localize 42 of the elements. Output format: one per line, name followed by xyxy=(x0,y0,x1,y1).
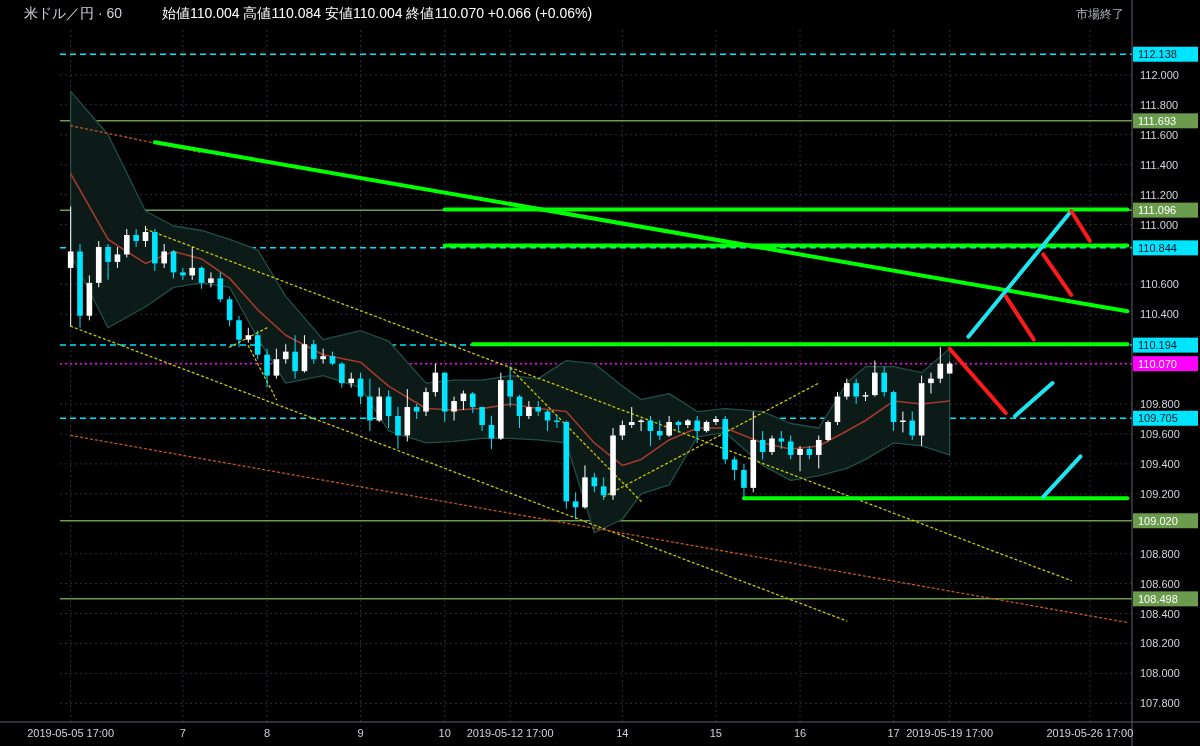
ref-line-label: 111.096 xyxy=(1138,204,1177,217)
x-tick-label: 10 xyxy=(438,727,451,739)
ref-line-label: 109.705 xyxy=(1138,412,1178,425)
ref-line-label: 111.693 xyxy=(1138,114,1177,127)
y-tick-label: 107.800 xyxy=(1140,697,1180,710)
x-tick-label: 16 xyxy=(793,727,807,739)
y-tick-label: 111.800 xyxy=(1140,98,1179,111)
y-tick-label: 109.200 xyxy=(1140,487,1180,500)
ref-line-label: 108.498 xyxy=(1138,592,1178,605)
x-tick-label: 17 xyxy=(887,727,900,739)
chart-subtitle: 始値110.004 高値110.084 安値110.004 終値110.070 +0.066 (+0.06%) xyxy=(162,5,593,21)
y-tick-label: 108.800 xyxy=(1140,547,1180,560)
ref-line-label: 112.138 xyxy=(1138,48,1177,61)
x-tick-label: 7 xyxy=(179,727,186,739)
x-tick-label: 2019-05-05 17:00 xyxy=(27,727,115,739)
y-tick-label: 108.200 xyxy=(1140,637,1180,650)
y-tick-label: 109.400 xyxy=(1140,457,1180,470)
text: 市場終了 xyxy=(1076,7,1124,21)
y-tick-label: 111.000 xyxy=(1140,218,1179,231)
x-tick-label: 15 xyxy=(709,727,723,739)
ref-line-label: 110.194 xyxy=(1138,339,1177,352)
ref-line-label: 109.020 xyxy=(1138,514,1178,527)
ref-line-label: 110.844 xyxy=(1138,241,1177,254)
y-tick-label: 112.000 xyxy=(1140,68,1179,81)
y-tick-label: 110.400 xyxy=(1140,308,1179,321)
y-tick-label: 111.600 xyxy=(1140,128,1179,141)
x-tick-label: 14 xyxy=(616,727,629,739)
x-tick-label: 9 xyxy=(357,727,364,739)
y-tick-label: 108.000 xyxy=(1140,667,1180,680)
y-tick-label: 109.800 xyxy=(1140,398,1180,411)
x-tick-label: 8 xyxy=(263,727,271,739)
x-tick-label: 2019-05-19 17:00 xyxy=(906,727,994,739)
y-tick-label: 109.600 xyxy=(1140,427,1180,440)
chart-title: 米ドル／円 · 60 xyxy=(24,5,123,21)
y-tick-label: 111.400 xyxy=(1140,158,1179,171)
y-tick-label: 111.200 xyxy=(1140,188,1179,201)
y-tick-label: 110.600 xyxy=(1140,278,1179,291)
x-tick-label: 2019-05-12 17:00 xyxy=(466,727,554,739)
y-tick-label: 108.400 xyxy=(1140,607,1180,620)
ref-line-label: 110.070 xyxy=(1138,357,1177,370)
y-tick-label: 108.600 xyxy=(1140,577,1180,590)
x-tick-label: 2019-05-26 17:00 xyxy=(1046,727,1134,739)
